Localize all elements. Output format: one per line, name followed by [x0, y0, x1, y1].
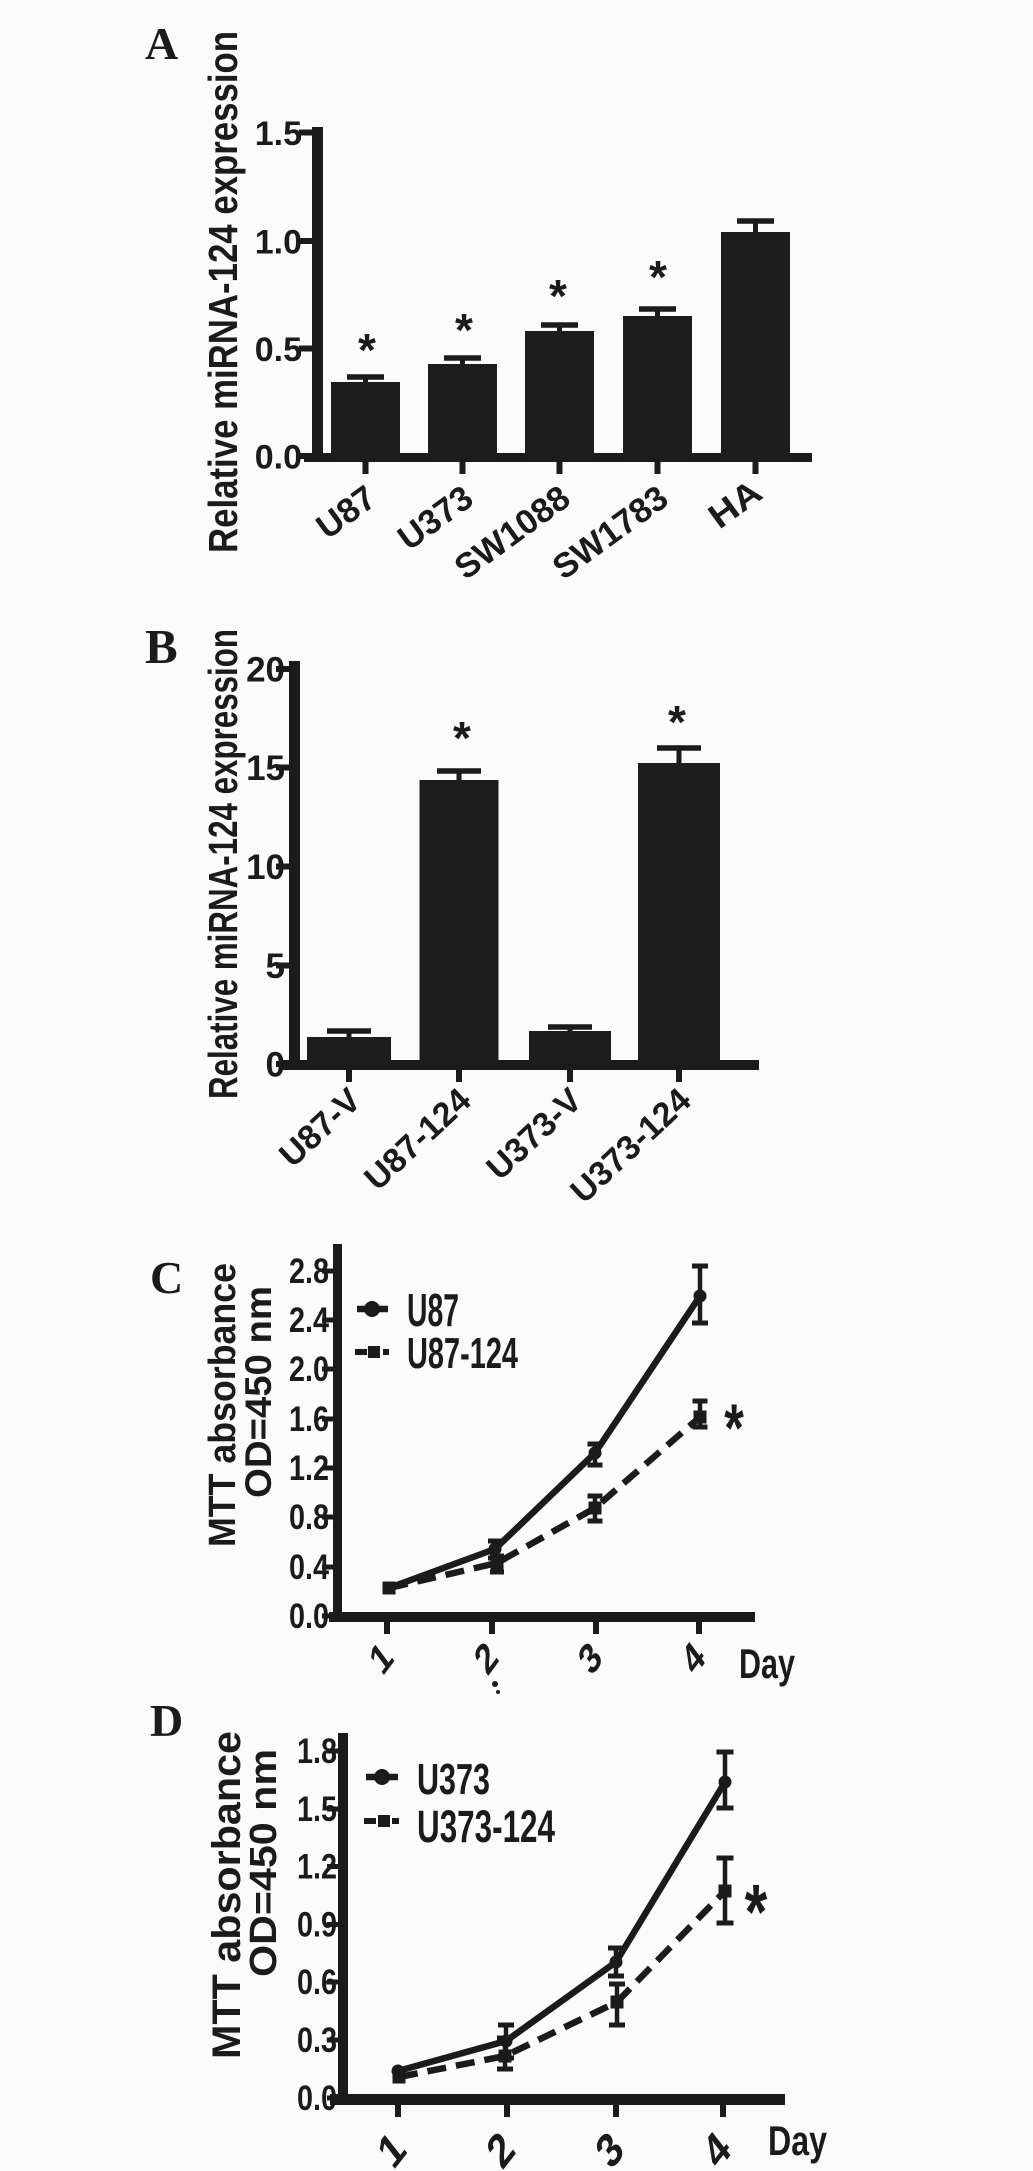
svg-text:*: * [745, 1868, 768, 1956]
svg-text:U373: U373 [417, 1755, 490, 1804]
svg-text:1.6: 1.6 [289, 1400, 329, 1439]
svg-text:MTT absorbance: MTT absorbance [202, 1263, 244, 1547]
svg-text:*: * [668, 696, 686, 748]
svg-text:Relative miRNA-124 expression: Relative miRNA-124 expression [200, 31, 246, 553]
svg-text:0.4: 0.4 [289, 1548, 329, 1587]
svg-text:Day: Day [739, 1640, 795, 1687]
svg-text:1.8: 1.8 [297, 1732, 337, 1771]
svg-text:*: * [358, 324, 376, 376]
svg-text:0.0: 0.0 [289, 1597, 329, 1636]
svg-text:B: B [145, 619, 178, 674]
svg-text:U87-124: U87-124 [407, 1329, 518, 1378]
svg-text:*: * [549, 270, 567, 322]
svg-text:0.3: 0.3 [297, 2021, 337, 2060]
svg-text:2.0: 2.0 [289, 1350, 329, 1389]
svg-text:*: * [649, 251, 667, 303]
svg-text:1.0: 1.0 [255, 224, 302, 262]
svg-text:U87: U87 [407, 1284, 459, 1336]
svg-text:0.0: 0.0 [297, 2079, 337, 2118]
svg-text:0.9: 0.9 [297, 1906, 337, 1945]
svg-text:1.5: 1.5 [255, 115, 302, 153]
svg-text:1.5: 1.5 [297, 1790, 337, 1829]
svg-text:C: C [150, 1252, 183, 1303]
svg-text:OD=450 nm: OD=450 nm [238, 1286, 279, 1498]
svg-text:MTT absorbance: MTT absorbance [205, 1731, 249, 2059]
svg-text:5: 5 [266, 947, 285, 986]
svg-text:0: 0 [266, 1046, 285, 1085]
svg-text:0.0: 0.0 [255, 439, 302, 477]
svg-text:1.2: 1.2 [297, 1848, 337, 1887]
svg-text:1.2: 1.2 [289, 1449, 329, 1488]
svg-text:OD=450 nm: OD=450 nm [243, 1749, 285, 1977]
svg-text:0.5: 0.5 [255, 331, 302, 369]
svg-text:0.8: 0.8 [289, 1498, 329, 1537]
svg-text:*: * [724, 1390, 744, 1466]
svg-text:15: 15 [246, 749, 285, 788]
svg-text:*: * [455, 304, 473, 356]
svg-text:20: 20 [246, 651, 285, 690]
svg-text:U373-124: U373-124 [417, 1801, 555, 1852]
svg-text:A: A [145, 18, 178, 69]
svg-text:0.6: 0.6 [297, 1963, 337, 2002]
svg-text:2.4: 2.4 [289, 1301, 329, 1340]
svg-text:Relative miRNA-124 expression: Relative miRNA-124 expression [200, 629, 246, 1099]
svg-text:D: D [150, 1695, 183, 1746]
svg-text:10: 10 [246, 848, 285, 887]
svg-text:Day: Day [768, 2117, 827, 2164]
svg-text:2.8: 2.8 [289, 1252, 329, 1291]
svg-text:*: * [453, 712, 471, 764]
